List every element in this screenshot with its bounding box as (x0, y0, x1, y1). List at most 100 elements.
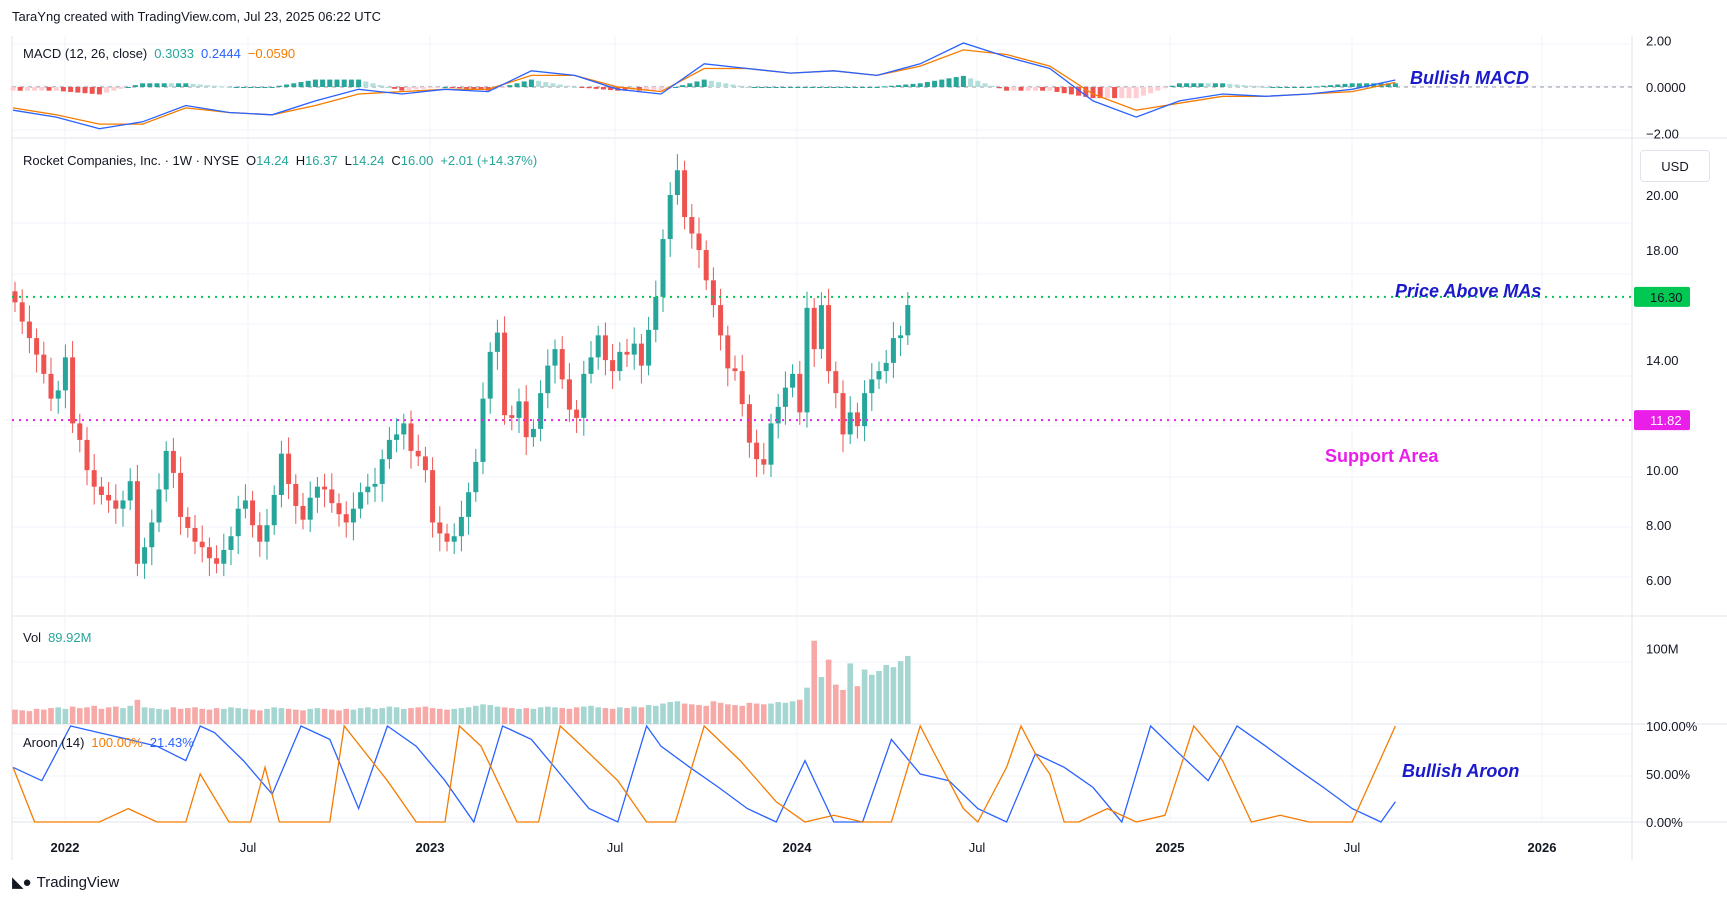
x-tick-label: 2026 (1528, 840, 1557, 855)
price-y-tick: 10.00 (1646, 463, 1679, 478)
candle-body (674, 170, 680, 196)
macd-histogram-bar (680, 85, 686, 87)
macd-histogram-bar (104, 87, 110, 93)
candle-body (559, 349, 565, 380)
macd-histogram-bar (1061, 87, 1067, 94)
macd-histogram-bar (1169, 85, 1175, 87)
candle-body (746, 404, 752, 443)
macd-histogram-bar (471, 87, 477, 90)
symbol-name: Rocket Companies, Inc. · 1W · NYSE (23, 153, 240, 168)
volume-value: 89.92M (48, 630, 92, 645)
volume-legend[interactable]: Vol 89.92M (23, 630, 91, 645)
volume-bar (285, 708, 292, 724)
macd-histogram-bar (140, 83, 146, 87)
macd-histogram-bar (982, 83, 988, 87)
candle-body (221, 549, 227, 564)
annotation-support-area: Support Area (1325, 446, 1439, 466)
volume-bar (797, 699, 803, 724)
macd-histogram-bar (219, 86, 225, 88)
volume-bar (350, 709, 357, 724)
candle-body (667, 195, 673, 240)
candle-body (134, 481, 140, 564)
macd-legend[interactable]: MACD (12, 26, close) 0.3033 0.2444 −0.0590 (23, 46, 295, 61)
candle-body (358, 492, 364, 509)
volume-bar (62, 708, 69, 724)
candle-body (466, 492, 472, 517)
macd-histogram-bar (579, 87, 585, 88)
candle-body (797, 373, 803, 413)
volume-bar (437, 708, 443, 724)
candle-body (422, 456, 428, 471)
price-y-tick: 18.00 (1646, 243, 1679, 258)
price-legend[interactable]: Rocket Companies, Inc. · 1W · NYSE O14.24… (23, 153, 537, 168)
macd-histogram-bar (248, 87, 254, 88)
volume-bar (293, 709, 299, 724)
macd-histogram-bar (1241, 85, 1247, 87)
candle-body (487, 351, 493, 399)
volume-bar (588, 705, 594, 724)
candle-body (343, 514, 349, 523)
macd-histogram-bar (672, 87, 678, 88)
macd-histogram-bar (867, 87, 873, 88)
candle-body (552, 349, 558, 366)
macd-histogram-bar (564, 85, 570, 87)
aroon-legend[interactable]: Aroon (14) 100.00% 21.43% (23, 735, 194, 750)
volume-bar (113, 706, 119, 724)
volume-bar (206, 709, 213, 724)
volume-bar (732, 705, 738, 724)
candle-body (538, 393, 544, 429)
volume-bar (372, 708, 378, 724)
macd-histogram-bar (507, 85, 513, 87)
candle-body (754, 442, 760, 460)
candle-body (444, 533, 450, 542)
volume-bar (804, 687, 810, 724)
candle-body (430, 470, 436, 523)
macd-histogram-bar (550, 83, 556, 87)
candle-body (703, 250, 709, 281)
macd-histogram-bar (1392, 83, 1398, 87)
volume-bar (674, 701, 681, 724)
volume-bar (487, 705, 493, 724)
macd-histogram-bar (730, 84, 736, 87)
volume-bar (825, 659, 832, 724)
macd-histogram-bar (334, 79, 340, 87)
macd-histogram-bar (701, 79, 707, 87)
candle-body (386, 439, 392, 460)
candle-body (775, 406, 781, 424)
candle-body (523, 401, 529, 438)
candle-body (170, 450, 176, 473)
price-level-label: 16.30 (1650, 290, 1683, 305)
candle-body (725, 335, 731, 369)
candle-body (890, 338, 896, 363)
macd-histogram-bar (888, 85, 894, 87)
macd-histogram-bar (60, 87, 66, 92)
candle-body (602, 335, 608, 361)
currency-button[interactable]: USD (1640, 150, 1710, 182)
candle-body (156, 489, 162, 523)
tradingview-branding[interactable]: ◣● TradingView (12, 873, 119, 892)
volume-bar (221, 708, 227, 724)
volume-bar (883, 664, 889, 724)
volume-bar (41, 709, 47, 724)
macd-histogram-bar (989, 85, 995, 87)
candle-body (905, 305, 911, 336)
macd-histogram-bar (435, 87, 441, 88)
volume-bar (422, 706, 429, 724)
macd-histogram-bar (1184, 83, 1190, 87)
volume-bar (199, 708, 205, 724)
volume-bar (854, 686, 861, 724)
macd-histogram-bar (111, 87, 117, 91)
volume-bar (897, 661, 904, 724)
macd-histogram-bar (1212, 83, 1218, 87)
candle-body (876, 371, 882, 380)
macd-histogram-bar (1140, 87, 1146, 96)
volume-bar (386, 706, 393, 724)
candle-body (41, 354, 47, 374)
high-value: 16.37 (305, 153, 338, 168)
macd-histogram-bar (1198, 83, 1204, 87)
volume-bar (696, 705, 702, 724)
volume-bar (753, 703, 760, 724)
annotation-bullish-macd: Bullish MACD (1410, 68, 1529, 88)
macd-histogram-bar (795, 87, 801, 88)
